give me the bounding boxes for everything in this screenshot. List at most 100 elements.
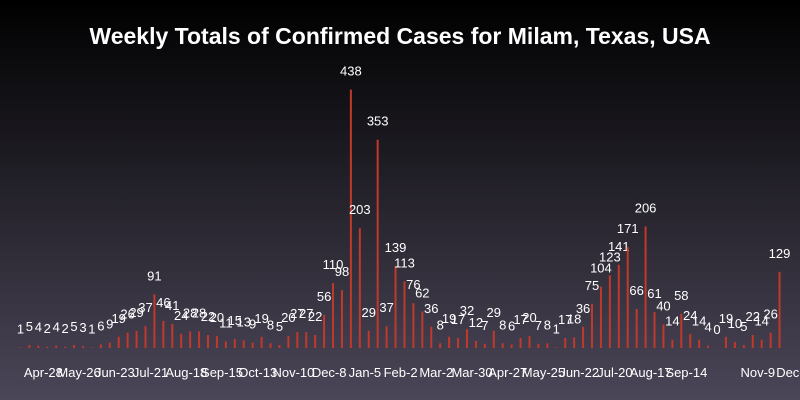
bar [599, 286, 602, 348]
data-label: 37 [138, 300, 152, 315]
bar [323, 314, 326, 348]
data-label: 58 [674, 288, 688, 303]
bar [376, 139, 379, 348]
data-label: 19 [254, 311, 268, 326]
x-tick-label: Aug-17 [630, 365, 672, 380]
data-label: 5 [26, 319, 33, 334]
bar [385, 326, 388, 348]
bar [564, 337, 567, 348]
data-label: 2 [44, 321, 51, 336]
data-label: 5 [276, 319, 283, 334]
bar [528, 336, 531, 348]
bar [582, 326, 585, 348]
bar [278, 345, 281, 348]
data-label: 141 [608, 239, 630, 254]
data-label: 104 [590, 261, 612, 276]
bar [251, 342, 254, 348]
data-label: 1 [553, 321, 560, 336]
data-label: 28 [183, 305, 197, 320]
data-label: 27 [290, 306, 304, 321]
data-label: 28 [192, 305, 206, 320]
bar [287, 336, 290, 348]
bar [769, 332, 772, 348]
data-label: 7 [481, 318, 488, 333]
bar [555, 347, 558, 348]
bar [117, 336, 120, 348]
data-label: 129 [769, 246, 791, 261]
data-label: 14 [754, 314, 768, 329]
bar [367, 330, 370, 348]
bar [733, 342, 736, 348]
bar [99, 344, 102, 348]
bar [135, 330, 138, 348]
bar [724, 336, 727, 348]
data-label: 20 [210, 310, 224, 325]
data-label: 7 [535, 318, 542, 333]
x-tick-label: Sep-14 [665, 365, 707, 380]
bar [207, 335, 209, 348]
data-label: 171 [617, 221, 639, 236]
bar [662, 324, 665, 348]
data-label: 353 [367, 114, 389, 129]
bar [707, 345, 710, 348]
bar [742, 345, 745, 348]
x-tick-label: Jun-22 [559, 365, 599, 380]
x-tick-label: Dec-8 [312, 365, 347, 380]
data-label: 17 [558, 312, 572, 327]
bar [260, 336, 263, 348]
bar [653, 312, 656, 348]
data-label: 56 [317, 289, 331, 304]
bar [546, 343, 549, 348]
data-label: 20 [281, 310, 295, 325]
data-label: 76 [406, 277, 420, 292]
x-tick-label: Nov-9 [740, 365, 775, 380]
bar [90, 347, 93, 348]
bar [644, 226, 647, 348]
data-label: 19 [442, 311, 456, 326]
bar [198, 331, 201, 348]
bar [760, 339, 763, 348]
x-tick-label: Mar-2 [419, 365, 453, 380]
bar [698, 339, 701, 348]
data-label: 29 [487, 305, 501, 320]
bar [224, 341, 227, 348]
data-label: 22 [308, 309, 322, 324]
data-label: 8 [499, 317, 506, 332]
bar [689, 333, 692, 348]
bar [19, 347, 22, 348]
bar [510, 344, 513, 348]
data-label: 40 [656, 298, 670, 313]
data-label: 9 [106, 317, 113, 332]
data-label: 32 [460, 303, 474, 318]
x-tick-label: Sep-15 [201, 365, 243, 380]
bar [215, 336, 218, 348]
data-label: 13 [236, 314, 250, 329]
bar [242, 340, 245, 348]
data-label: 22 [746, 309, 760, 324]
data-label: 139 [385, 240, 407, 255]
bar [108, 342, 111, 348]
x-tick-label: Mar-30 [451, 365, 492, 380]
x-tick-label: Jul-20 [597, 365, 632, 380]
data-label: 46 [156, 295, 170, 310]
bar [64, 346, 67, 348]
bar [46, 346, 49, 348]
bar [37, 345, 40, 348]
data-label: 5 [70, 319, 77, 334]
data-label: 8 [437, 317, 444, 332]
bar [537, 343, 540, 348]
bar [430, 326, 433, 348]
data-label: 26 [120, 307, 134, 322]
bar [81, 346, 84, 348]
data-label: 4 [704, 320, 711, 335]
data-label: 37 [379, 300, 393, 315]
bar [519, 337, 522, 348]
data-label: 1 [17, 321, 24, 336]
bar [680, 313, 683, 348]
data-label: 6 [508, 318, 515, 333]
data-label: 29 [362, 305, 376, 320]
bar [349, 89, 352, 348]
bar [314, 335, 317, 348]
